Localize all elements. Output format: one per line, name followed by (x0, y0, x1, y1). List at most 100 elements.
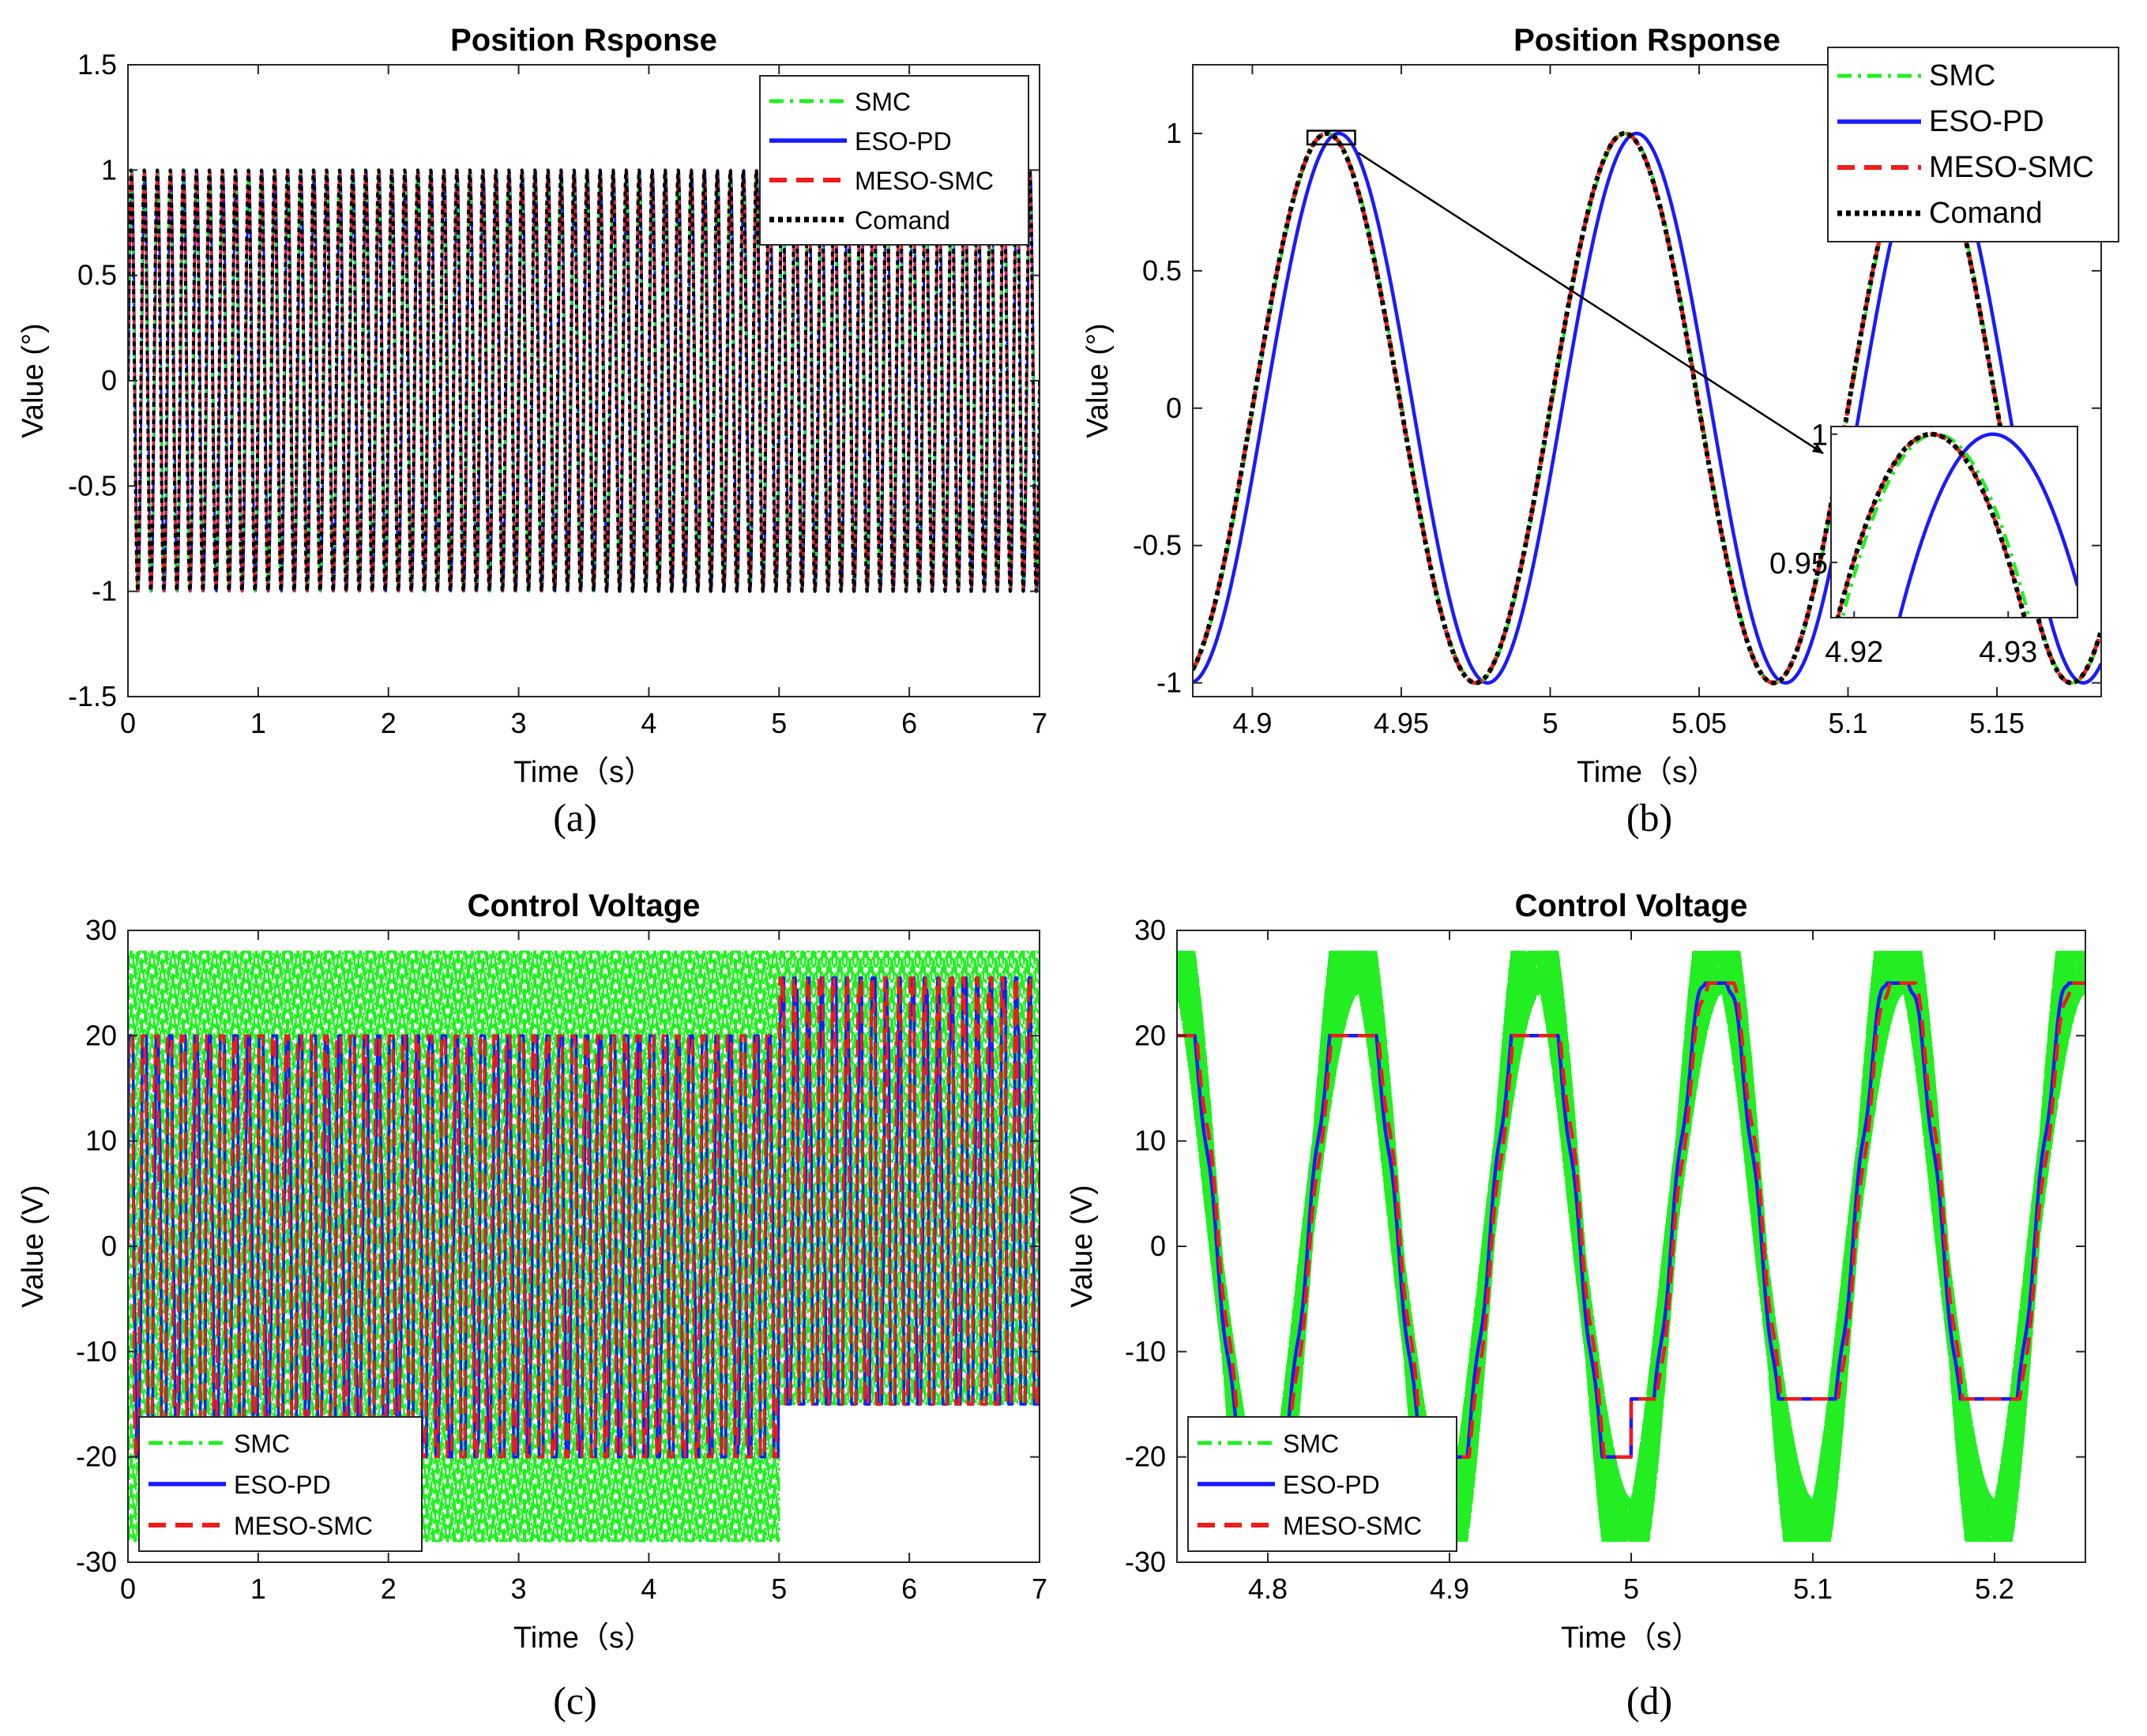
x-tick-label: 2 (381, 707, 397, 739)
zoom-region-box (1306, 130, 1356, 146)
panel-caption: (a) (553, 795, 597, 840)
axes-frame (1192, 64, 2102, 697)
y-tick-label: 1.5 (77, 48, 117, 81)
x-tick-label: 5.15 (1969, 707, 2025, 739)
y-tick-label: -10 (76, 1335, 117, 1367)
y-axis-label: Value (V) (1066, 1185, 1099, 1308)
x-tick-label: 3 (511, 1573, 527, 1605)
inset-y-tick-label: 0.95 (1769, 547, 1828, 581)
x-tick-label: 4 (641, 707, 656, 739)
y-tick-label: 20 (1134, 1019, 1166, 1051)
chart-title: Position Rsponse (450, 23, 717, 58)
y-axis-label: Value (°) (1081, 323, 1115, 438)
inset-frame (1830, 426, 2078, 618)
y-tick-label: -30 (1125, 1546, 1166, 1578)
chart-b: 4.9 4.95 5 5.05 5.1 5.15 -1 -0.5 0 0.5 1 Position R… (1081, 23, 2119, 840)
series-line-smc (128, 950, 1040, 1542)
y-tick-label: -1 (92, 575, 117, 607)
legend-box (1827, 47, 2119, 242)
series-line-eso-pd (1897, 432, 2077, 618)
legend-label-smc: SMC (855, 88, 911, 116)
series-line-comand (1835, 431, 2027, 618)
x-axis-label: Time（s） (1561, 1621, 1701, 1655)
y-tick-label: -1.5 (68, 680, 117, 712)
y-tick-label: 0 (1166, 392, 1182, 424)
series-line-smc (1841, 432, 2031, 618)
panel-caption: (b) (1626, 795, 1672, 840)
legend: SMC ESO-PD MESO-SMC (1187, 1416, 1457, 1552)
y-tick-label: 1 (1166, 117, 1182, 149)
legend-label-smc: SMC (1283, 1430, 1339, 1458)
x-tick-label: 0 (120, 1573, 136, 1605)
chart-c: 0 1 2 3 4 5 6 7 -30 -20 -10 0 10 20 30 Control Voltage T… (17, 889, 1047, 1723)
x-tick-label: 5 (771, 1573, 787, 1605)
chart-title: Control Voltage (468, 889, 701, 923)
y-tick-label: 0 (1150, 1230, 1166, 1262)
y-tick-label: -0.5 (1133, 529, 1182, 562)
y-tick-label: 0 (101, 1230, 117, 1262)
y-tick-label: -20 (1125, 1441, 1166, 1473)
x-tick-label: 5 (771, 707, 787, 739)
x-axis-label: Time（s） (1577, 756, 1717, 789)
x-tick-label: 5.1 (1828, 707, 1867, 739)
legend-label-eso-pd: ESO-PD (855, 127, 952, 156)
x-tick-label: 2 (381, 1573, 397, 1605)
series-line-eso-pd (1177, 981, 2085, 1459)
legend-label-meso-smc: MESO-SMC (234, 1512, 373, 1540)
y-tick-label: 10 (1134, 1125, 1166, 1157)
inset-plot-area (1831, 426, 2077, 618)
legend: SMC ESO-PD MESO-SMC (138, 1416, 423, 1552)
legend-label-eso-pd: ESO-PD (1929, 105, 2044, 138)
x-tick-label: 5.05 (1671, 707, 1727, 739)
x-tick-label: 5 (1623, 1573, 1639, 1605)
x-tick-label: 4 (641, 1573, 656, 1605)
panel-caption: (c) (553, 1678, 597, 1723)
y-tick-label: 10 (85, 1125, 117, 1157)
legend-label-meso-smc: MESO-SMC (1283, 1512, 1422, 1540)
legend-label-comand: Comand (1929, 197, 2043, 230)
legend: SMC ESO-PD MESO-SMC Comand (1827, 47, 2119, 242)
y-tick-label: 0 (101, 364, 117, 396)
legend: SMC ESO-PD MESO-SMC Comand (759, 75, 1029, 246)
x-tick-label: 7 (1032, 707, 1047, 739)
x-tick-label: 5.1 (1793, 1573, 1833, 1605)
x-tick-label: 1 (250, 707, 266, 739)
y-tick-label: -1 (1156, 667, 1182, 699)
legend-label-meso-smc: MESO-SMC (1929, 151, 2094, 184)
legend-label-smc: SMC (1929, 59, 1995, 92)
x-tick-label: 4.9 (1232, 707, 1272, 739)
chart-title: Control Voltage (1515, 889, 1748, 923)
y-tick-label: -10 (1125, 1335, 1166, 1367)
x-tick-label: 7 (1032, 1573, 1047, 1605)
chart-d: 4.8 4.9 5 5.1 5.2 -30 -20 -10 0 10 20 30 Control Vol… (1066, 889, 2086, 1723)
chart-title: Position Rsponse (1513, 23, 1780, 58)
x-tick-label: 0 (120, 707, 136, 739)
inset-x-tick-label: 4.93 (1979, 636, 2037, 669)
chart-a: 0 1 2 3 4 5 6 7 -1.5 -1 -0.5 0 0.5 1 1.5 Position Rspon… (17, 23, 1047, 840)
legend-label-eso-pd: ESO-PD (234, 1471, 331, 1499)
x-axis-label: Time（s） (513, 1621, 654, 1655)
legend-label-comand: Comand (855, 206, 950, 235)
legend-label-smc: SMC (234, 1430, 290, 1458)
x-tick-label: 5.2 (1975, 1573, 2014, 1605)
legend-label-eso-pd: ESO-PD (1283, 1471, 1380, 1499)
legend-label-meso-smc: MESO-SMC (855, 167, 994, 195)
y-axis-label: Value (V) (17, 1185, 50, 1308)
x-tick-label: 5 (1542, 707, 1558, 739)
x-tick-label: 6 (901, 707, 917, 739)
y-tick-label: 0.5 (77, 259, 117, 291)
legend-box (759, 75, 1029, 246)
y-tick-label: 20 (85, 1019, 117, 1051)
x-tick-label: 4.8 (1248, 1573, 1288, 1605)
x-tick-label: 1 (250, 1573, 266, 1605)
x-tick-label: 4.9 (1430, 1573, 1469, 1605)
y-tick-label: 1 (101, 153, 117, 186)
y-tick-label: -30 (76, 1546, 117, 1578)
inset-x-tick-label: 4.92 (1825, 636, 1883, 669)
x-tick-label: 4.95 (1374, 707, 1429, 739)
series-line-meso-smc (1177, 981, 2085, 1459)
x-axis-label: Time（s） (513, 756, 654, 789)
x-tick-label: 3 (511, 707, 527, 739)
y-tick-label: 30 (1134, 914, 1166, 946)
